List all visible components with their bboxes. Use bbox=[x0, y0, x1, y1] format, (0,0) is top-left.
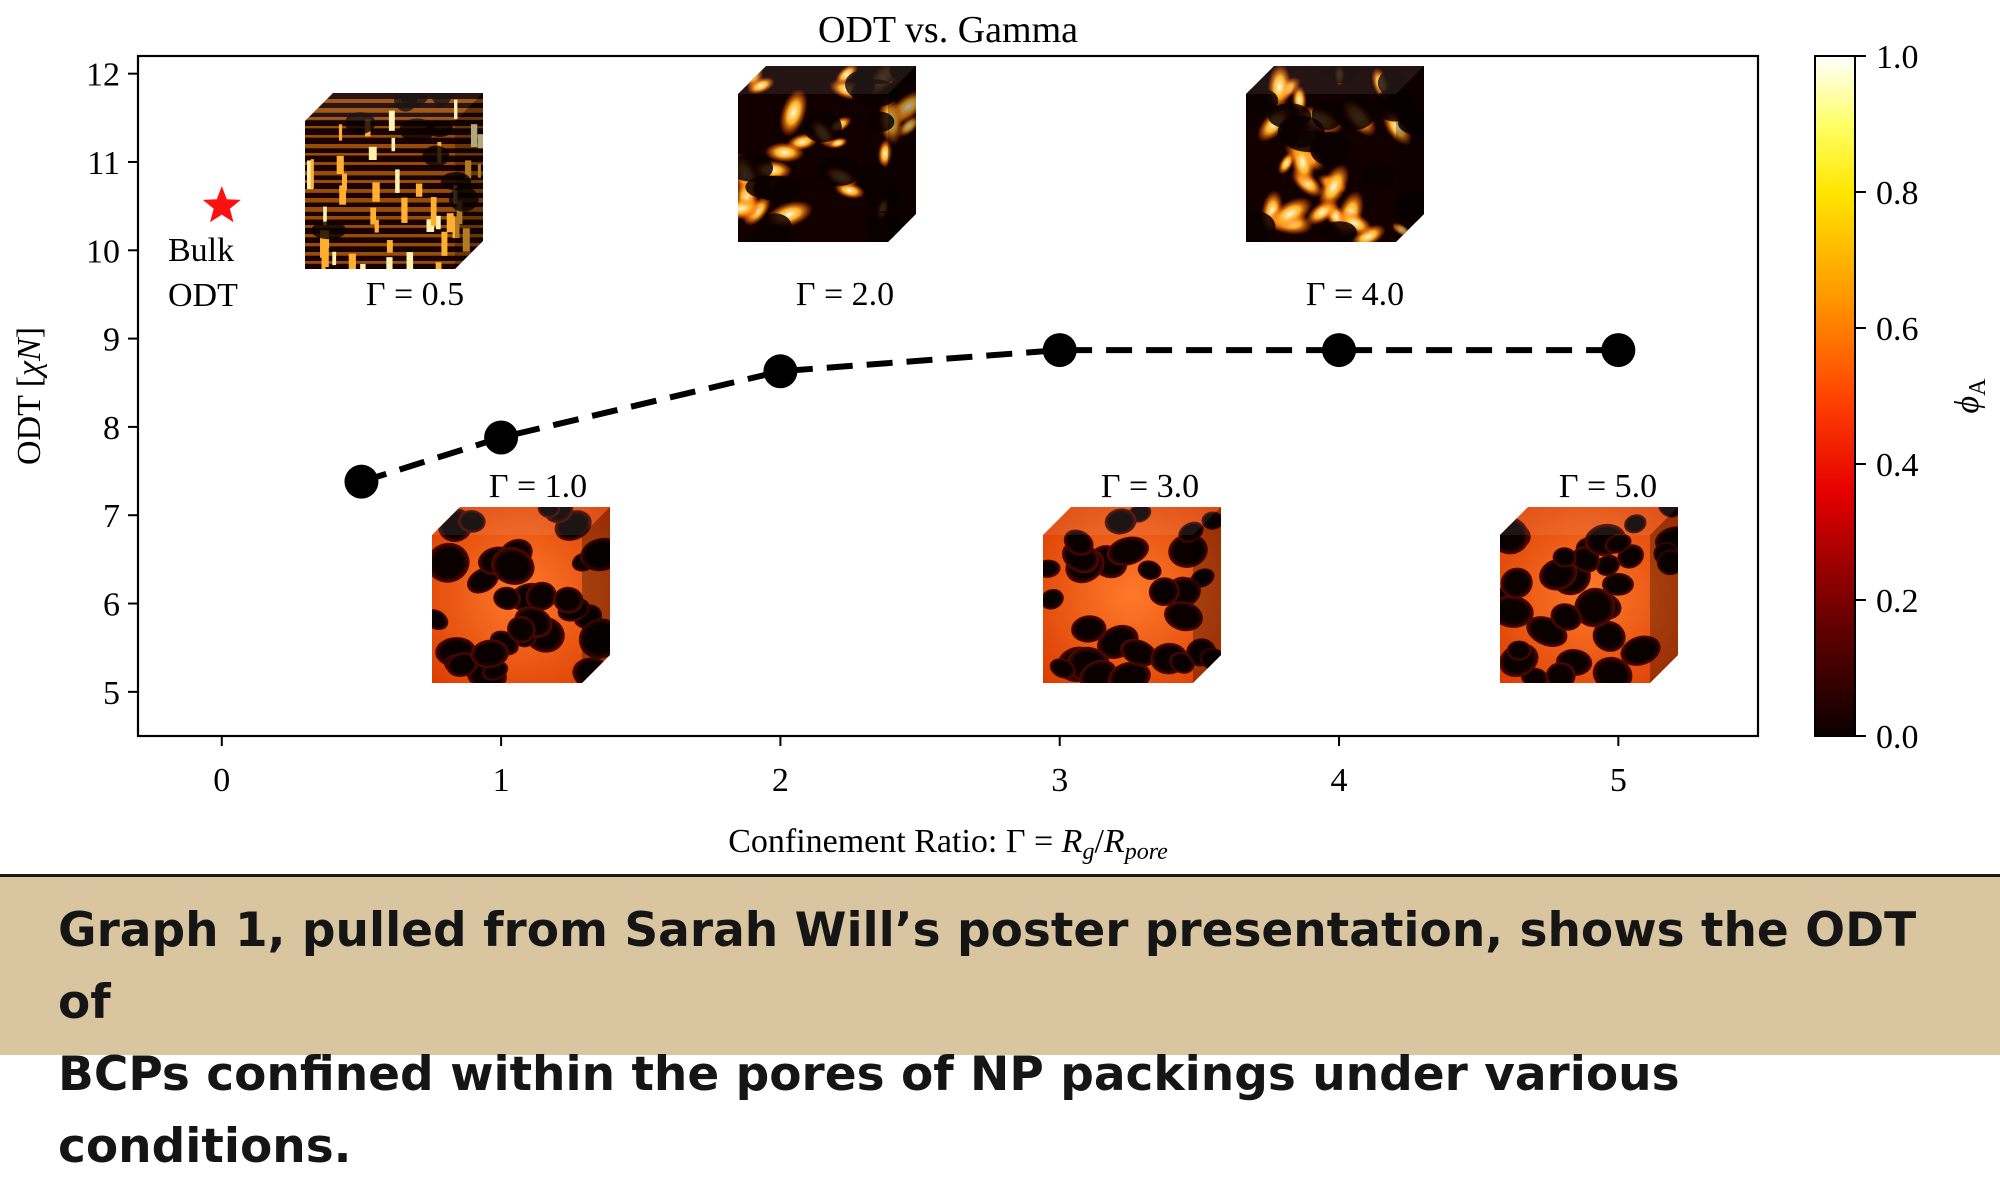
inset-cube-4 bbox=[432, 507, 610, 683]
colorbar-tick-label: 1.0 bbox=[1876, 39, 1919, 76]
y-tick-label: 12 bbox=[86, 57, 120, 94]
x-tick-label: 1 bbox=[493, 762, 510, 799]
y-tick-label: 8 bbox=[103, 410, 120, 447]
caption-line-1: Graph 1, pulled from Sarah Will’s poster… bbox=[58, 903, 1917, 1030]
y-axis-label: ODT [χN] bbox=[11, 327, 48, 465]
x-tick-label: 4 bbox=[1331, 762, 1348, 799]
data-point bbox=[1042, 333, 1077, 368]
inset-cube-3 bbox=[1246, 66, 1424, 242]
colorbar-tick-label: 0.4 bbox=[1876, 447, 1919, 484]
y-tick-label: 7 bbox=[103, 498, 120, 535]
bulk-label-line2: ODT bbox=[168, 277, 238, 314]
data-point bbox=[344, 464, 379, 499]
data-point bbox=[1601, 333, 1636, 368]
colorbar-label: ϕA bbox=[1949, 378, 1991, 414]
x-tick-label: 2 bbox=[772, 762, 789, 799]
colorbar-tick-label: 0.0 bbox=[1876, 719, 1919, 756]
inset-cube-1 bbox=[305, 93, 483, 269]
x-tick-label: 0 bbox=[213, 762, 230, 799]
inset-label: Γ = 3.0 bbox=[1101, 468, 1199, 505]
inset-cube-2 bbox=[738, 66, 916, 242]
y-tick-label: 11 bbox=[87, 145, 120, 182]
colorbar-tick-label: 0.2 bbox=[1876, 583, 1919, 620]
inset-label: Γ = 0.5 bbox=[366, 276, 464, 313]
x-tick-label: 3 bbox=[1051, 762, 1068, 799]
inset-label: Γ = 1.0 bbox=[489, 468, 587, 505]
y-tick-label: 9 bbox=[103, 322, 120, 359]
inset-label: Γ = 5.0 bbox=[1559, 468, 1657, 505]
inset-images: Γ = 0.5 Γ = 2.0 Γ = 4.0 Γ = 1.0 Γ = 3.0 Γ = 5… bbox=[305, 66, 1678, 683]
inset-label: Γ = 4.0 bbox=[1306, 276, 1404, 313]
inset-cube-5 bbox=[1043, 507, 1221, 683]
series-line bbox=[360, 347, 1619, 485]
x-axis-label: Confinement Ratio: Γ = Rg/Rpore bbox=[728, 823, 1168, 865]
y-tick-label: 5 bbox=[103, 675, 120, 712]
caption: Graph 1, pulled from Sarah Will’s poster… bbox=[58, 895, 1958, 1183]
colorbar-tick-label: 0.6 bbox=[1876, 311, 1919, 348]
x-tick-label: 5 bbox=[1610, 762, 1627, 799]
data-point bbox=[484, 420, 519, 455]
caption-bar: Graph 1, pulled from Sarah Will’s poster… bbox=[0, 874, 2000, 1174]
plot-area bbox=[136, 54, 1760, 738]
bulk-odt-star bbox=[202, 186, 241, 223]
chart-title: ODT vs. Gamma bbox=[818, 9, 1078, 51]
inset-label: Γ = 2.0 bbox=[796, 276, 894, 313]
chart: ODT vs. Gamma Γ = 0.5 Γ = 2.0 Γ = 4.0 Γ = 1… bbox=[11, 9, 1991, 865]
caption-line-2: BCPs confined within the pores of NP pac… bbox=[58, 1047, 1680, 1174]
y-tick-label: 6 bbox=[103, 587, 120, 624]
colorbar bbox=[1814, 55, 1856, 737]
series-odt bbox=[202, 186, 1636, 499]
data-point bbox=[1322, 333, 1357, 368]
colorbar-ticks: 0.0 0.2 0.4 0.6 0.8 1.0 bbox=[1855, 39, 1919, 756]
odt-figure: ODT vs. Gamma Γ = 0.5 Γ = 2.0 Γ = 4.0 Γ = 1… bbox=[11, 9, 1991, 865]
bulk-label-line1: Bulk bbox=[168, 232, 234, 269]
inset-cube-6 bbox=[1500, 507, 1678, 683]
data-point bbox=[763, 354, 798, 389]
colorbar-tick-label: 0.8 bbox=[1876, 175, 1919, 212]
y-tick-label: 10 bbox=[86, 233, 120, 270]
